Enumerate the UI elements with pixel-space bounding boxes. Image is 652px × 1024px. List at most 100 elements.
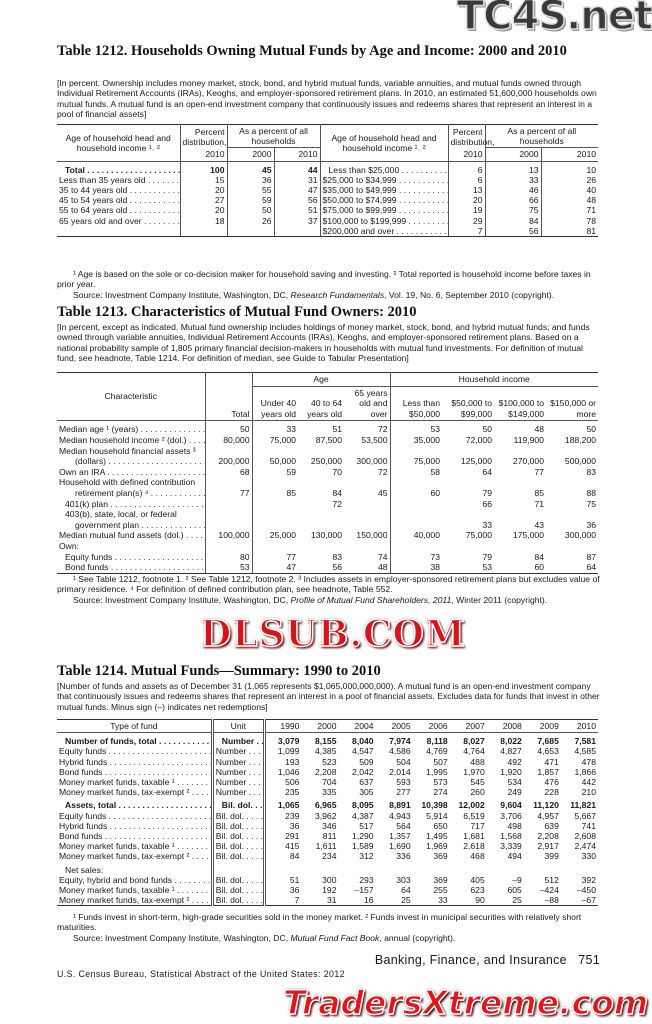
cell-value: 3,962 bbox=[314, 810, 337, 821]
row-label-text: 403(b), state, local, or federal bbox=[65, 509, 177, 520]
cell-value: 83 bbox=[332, 551, 342, 562]
cell-value: 509 bbox=[359, 756, 374, 767]
cell-value: 84 bbox=[485, 215, 542, 226]
cell-value bbox=[344, 477, 391, 488]
row-label-text: Assets, total bbox=[65, 800, 117, 811]
cell-value: 637 bbox=[359, 777, 374, 788]
row-label: Equity funds bbox=[57, 551, 206, 563]
cell-value: 8,118 bbox=[426, 736, 448, 747]
cell-value: 2,014 bbox=[389, 766, 411, 777]
cell-value: 12,002 bbox=[458, 800, 485, 811]
cell-value: 235 bbox=[285, 787, 300, 798]
cell-value: 15 bbox=[180, 174, 228, 186]
leader-dots bbox=[244, 831, 261, 841]
col-header-year: 2007 bbox=[449, 719, 487, 734]
cell-value bbox=[227, 225, 275, 238]
cell-value: 80,000 bbox=[205, 434, 253, 446]
cell-value: 7,581 bbox=[574, 736, 596, 747]
row-label: Hybrid funds bbox=[57, 756, 214, 767]
table-row: Own: bbox=[57, 540, 598, 552]
table-row: Hybrid funds Number 193 523 509 504 507 488 492 4… bbox=[57, 756, 598, 767]
cell-value bbox=[390, 520, 442, 531]
cell-value bbox=[205, 509, 253, 520]
cell-value: 35,000 bbox=[413, 434, 440, 445]
cell-value: 53 bbox=[442, 562, 494, 574]
table-1214-notes: ¹ Funds invest in short-term, high-grade… bbox=[57, 912, 602, 943]
leader-dots bbox=[175, 885, 210, 895]
cell-value bbox=[344, 445, 391, 457]
section-name: Banking, Finance, and Insurance bbox=[374, 953, 567, 967]
leader-dots bbox=[116, 800, 209, 810]
col-header-50k-99k: $50,000 to $99,000 bbox=[442, 386, 494, 422]
cell-value: 192 bbox=[322, 885, 337, 896]
leader-dots bbox=[157, 736, 210, 746]
cell-value: 2,042 bbox=[352, 766, 374, 777]
row-label: Money market funds, taxable ¹ bbox=[57, 841, 214, 852]
table-row: Hybrid funds Bil. dol. 36 346 517 564 650 717 49… bbox=[57, 820, 598, 832]
row-label: Number of funds, total bbox=[57, 732, 214, 747]
cell-value: 1,290 bbox=[352, 831, 374, 842]
cell-value: 64 bbox=[401, 885, 411, 896]
cell-value: 250,000 bbox=[310, 456, 342, 467]
cell-value: 1,970 bbox=[463, 766, 485, 777]
leader-dots bbox=[397, 185, 447, 195]
cell-value bbox=[390, 499, 442, 510]
cell-value: 335 bbox=[322, 787, 337, 798]
cell-value: 277 bbox=[396, 787, 411, 798]
row-label-text: Less than 35 years old bbox=[59, 174, 146, 185]
col-header-age-income-right: Age of household head and household inco… bbox=[320, 124, 449, 162]
cell-value: 47 bbox=[252, 562, 298, 574]
row-label: Bond funds bbox=[57, 562, 206, 574]
row-label: $25,000 to $34,999 bbox=[320, 174, 449, 186]
cell-value: 517 bbox=[359, 820, 374, 831]
leader-dots bbox=[139, 520, 204, 530]
cell-value: 66 bbox=[482, 498, 492, 509]
cell-value: 478 bbox=[581, 756, 596, 767]
cell-value: 71 bbox=[534, 498, 544, 509]
cell-value: 36 bbox=[289, 885, 300, 896]
cell-value: 72 bbox=[344, 466, 391, 478]
row-label: Equity funds bbox=[57, 746, 214, 757]
cell-value bbox=[298, 520, 344, 531]
row-label-text: $200,000 and over bbox=[322, 225, 395, 236]
cell-value bbox=[344, 498, 391, 510]
col-header-150k-more: $150,000 or more bbox=[546, 386, 598, 422]
col-header-pct-right: Percent distribution, bbox=[448, 124, 494, 148]
cell-value: 650 bbox=[433, 820, 448, 831]
col-header-year: 2004 bbox=[338, 719, 376, 734]
cell-value: 20 bbox=[180, 205, 228, 216]
row-label-text: Equity, hybrid and bond funds bbox=[59, 874, 173, 885]
cell-value bbox=[298, 509, 344, 520]
leader-dots bbox=[145, 175, 179, 185]
cell-value: 704 bbox=[322, 777, 337, 788]
cell-value bbox=[442, 446, 494, 457]
unit-cell: Bil. dol. bbox=[212, 831, 266, 842]
leader-dots bbox=[244, 895, 261, 905]
cell-value: 534 bbox=[507, 777, 522, 788]
cell-value: 100,000 bbox=[205, 530, 253, 541]
row-label: 401(k) plan bbox=[57, 498, 206, 510]
row-label: Median household income ² (dol.) bbox=[57, 434, 206, 446]
row-label: Less than $25,000 bbox=[320, 161, 449, 175]
row-label-text: Money market funds, taxable ¹ bbox=[59, 777, 175, 788]
cell-value: 1,611 bbox=[315, 841, 337, 852]
row-label: Net sales: bbox=[57, 861, 214, 875]
row-label: 65 years old and over bbox=[57, 215, 181, 226]
cell-value: 50 bbox=[227, 205, 275, 216]
cell-value: 45 bbox=[227, 161, 275, 175]
cell-value: 200,000 bbox=[205, 456, 253, 467]
row-label: Assets, total bbox=[57, 797, 214, 811]
cell-value: 8,891 bbox=[389, 800, 411, 811]
unit-text: Bil. dol. bbox=[221, 800, 253, 811]
cell-value: 7,685 bbox=[537, 736, 559, 747]
cell-value bbox=[205, 477, 253, 488]
cell-value bbox=[390, 446, 442, 457]
table-1212-headnote: [In percent. Ownership includes money ma… bbox=[57, 78, 597, 120]
table-row: Bond funds Number 1,046 2,208 2,042 2,014 1,99… bbox=[57, 766, 598, 778]
cell-value: 405 bbox=[470, 874, 485, 885]
cell-value: 415 bbox=[285, 841, 300, 852]
cell-value: 3,339 bbox=[500, 841, 522, 852]
table-1212: Age of household head and household inco… bbox=[57, 124, 599, 238]
